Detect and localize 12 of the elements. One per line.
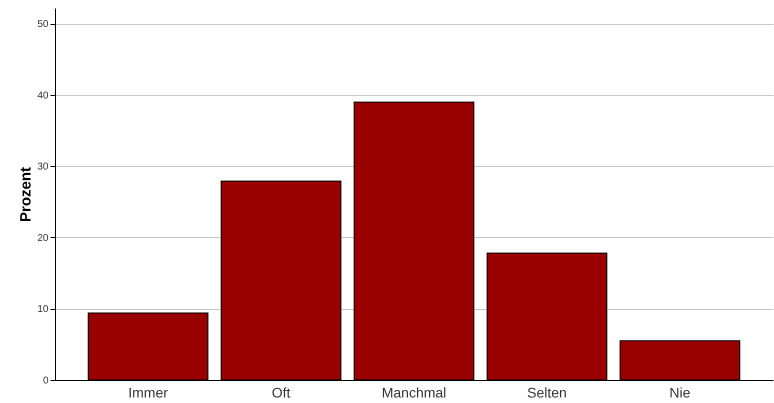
y-tick-label: 20 (37, 232, 49, 244)
y-tick-label: 0 (42, 376, 49, 386)
y-tick-label: 50 (37, 19, 49, 30)
y-tick-label: 40 (37, 90, 49, 102)
x-tick-label: Nie (669, 384, 691, 400)
x-tick-label: Manchmal (382, 384, 446, 400)
x-tick-label: Selten (527, 384, 567, 400)
x-tick-label: Immer (128, 384, 168, 400)
y-tick-label: 10 (37, 304, 49, 316)
y-axis-title: Prozent (17, 166, 34, 222)
y-tick-label: 30 (37, 162, 49, 173)
x-tick-label: Oft (272, 384, 290, 400)
